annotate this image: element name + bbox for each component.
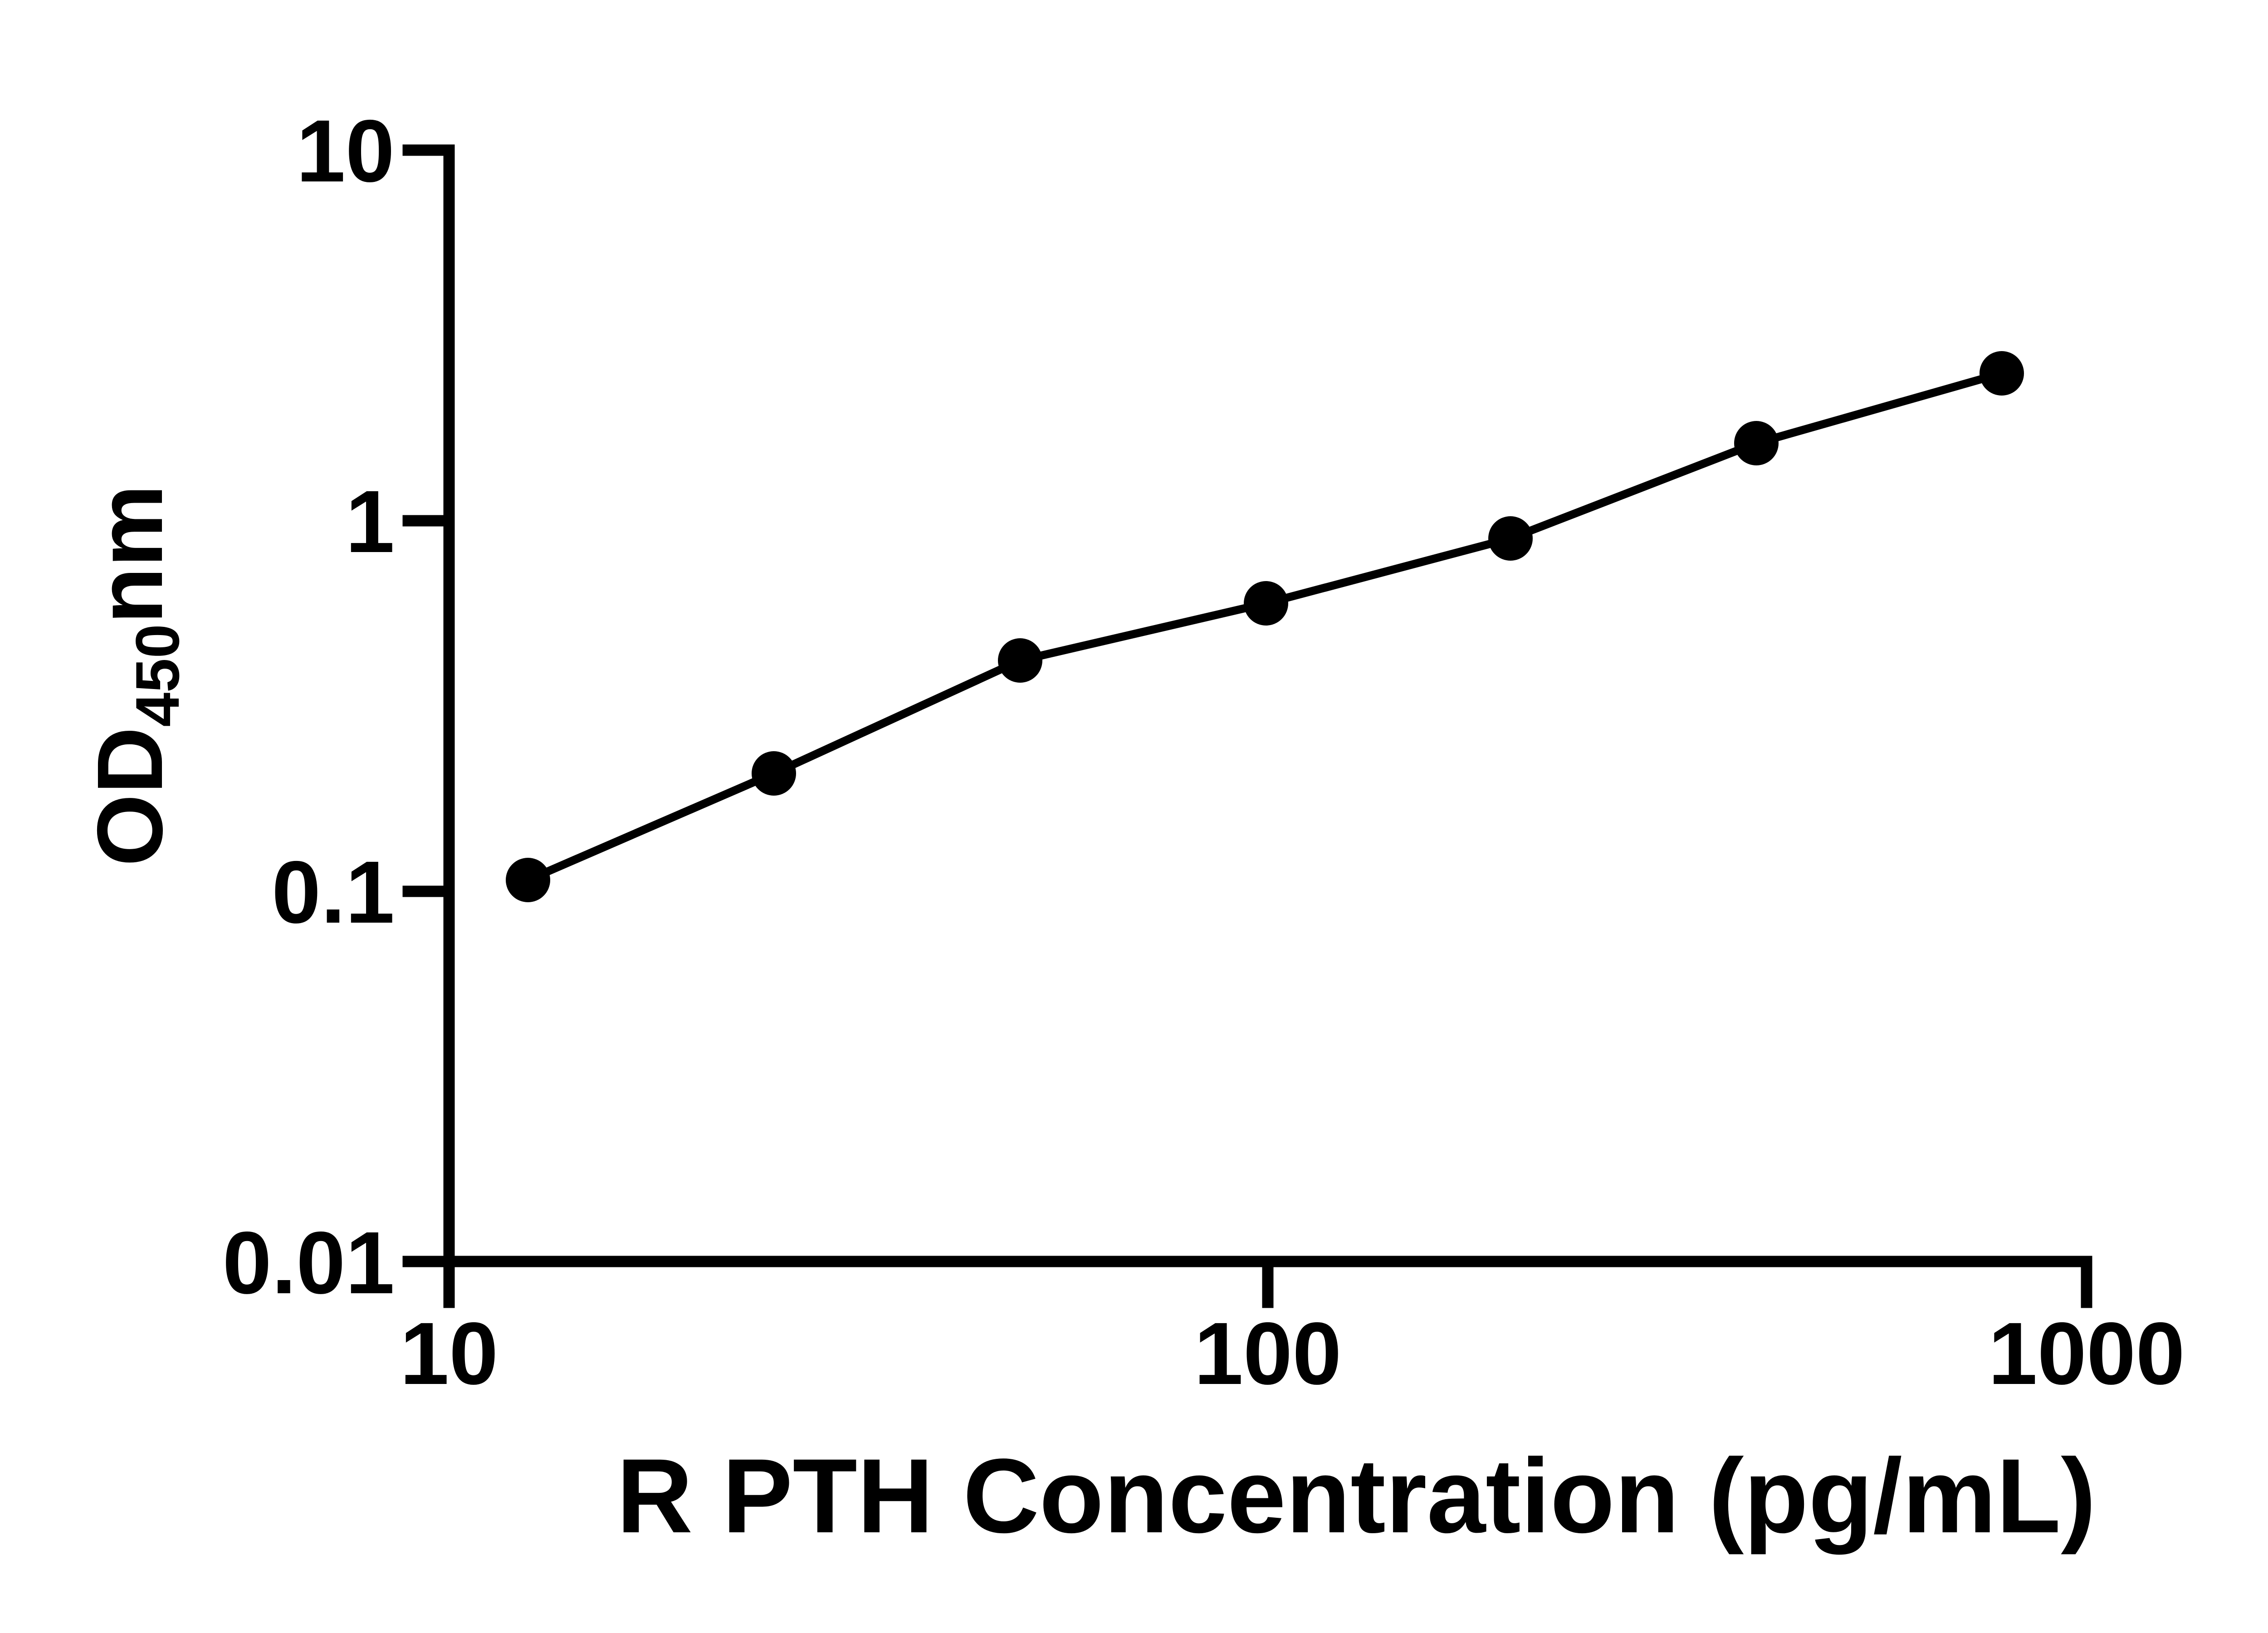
svg-text:100: 100 — [1194, 1304, 1341, 1403]
svg-text:0.01: 0.01 — [222, 1213, 395, 1312]
svg-text:R PTH Concentration (pg/mL): R PTH Concentration (pg/mL) — [616, 1437, 2096, 1555]
svg-text:0.1: 0.1 — [272, 843, 395, 942]
svg-text:10: 10 — [296, 102, 395, 200]
svg-text:1: 1 — [346, 472, 395, 571]
svg-text:10: 10 — [400, 1304, 499, 1403]
svg-text:1000: 1000 — [1988, 1304, 2185, 1403]
